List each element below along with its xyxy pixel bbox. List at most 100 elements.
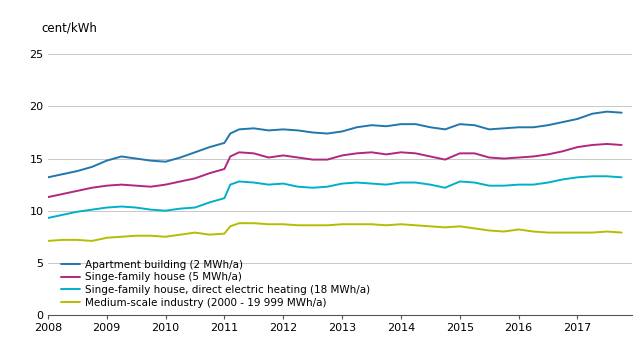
Medium-scale industry (2000 - 19 999 MWh/a) <box>294 223 302 227</box>
Apartment building (2 MWh/a) <box>147 159 154 163</box>
Apartment building (2 MWh/a) <box>161 160 169 164</box>
Singe-family house, direct electric heating (18 MWh/a) <box>456 179 464 184</box>
Singe-family house, direct electric heating (18 MWh/a) <box>441 186 449 190</box>
Singe-family house (5 MWh/a) <box>427 154 434 159</box>
Medium-scale industry (2000 - 19 999 MWh/a) <box>265 222 272 226</box>
Apartment building (2 MWh/a) <box>515 125 523 130</box>
Line: Medium-scale industry (2000 - 19 999 MWh/a): Medium-scale industry (2000 - 19 999 MWh… <box>48 223 621 241</box>
Singe-family house, direct electric heating (18 MWh/a) <box>44 216 52 220</box>
Medium-scale industry (2000 - 19 999 MWh/a) <box>147 233 154 238</box>
Apartment building (2 MWh/a) <box>226 131 234 136</box>
Apartment building (2 MWh/a) <box>44 175 52 180</box>
Singe-family house (5 MWh/a) <box>412 151 419 156</box>
Singe-family house, direct electric heating (18 MWh/a) <box>132 205 140 210</box>
Medium-scale industry (2000 - 19 999 MWh/a) <box>103 236 110 240</box>
Apartment building (2 MWh/a) <box>618 110 625 115</box>
Singe-family house, direct electric heating (18 MWh/a) <box>294 185 302 189</box>
Singe-family house (5 MWh/a) <box>235 150 243 155</box>
Singe-family house, direct electric heating (18 MWh/a) <box>191 205 199 210</box>
Apartment building (2 MWh/a) <box>427 125 434 130</box>
Apartment building (2 MWh/a) <box>530 125 537 130</box>
Apartment building (2 MWh/a) <box>559 120 567 124</box>
Medium-scale industry (2000 - 19 999 MWh/a) <box>382 223 390 227</box>
Apartment building (2 MWh/a) <box>191 150 199 155</box>
Singe-family house, direct electric heating (18 MWh/a) <box>338 181 346 186</box>
Medium-scale industry (2000 - 19 999 MWh/a) <box>441 225 449 230</box>
Singe-family house, direct electric heating (18 MWh/a) <box>397 180 404 185</box>
Apartment building (2 MWh/a) <box>59 172 66 176</box>
Apartment building (2 MWh/a) <box>441 127 449 131</box>
Medium-scale industry (2000 - 19 999 MWh/a) <box>588 230 596 235</box>
Singe-family house, direct electric heating (18 MWh/a) <box>265 182 272 187</box>
Singe-family house, direct electric heating (18 MWh/a) <box>588 174 596 178</box>
Singe-family house (5 MWh/a) <box>559 149 567 153</box>
Singe-family house (5 MWh/a) <box>486 155 493 160</box>
Singe-family house, direct electric heating (18 MWh/a) <box>412 180 419 185</box>
Singe-family house, direct electric heating (18 MWh/a) <box>574 175 581 180</box>
Apartment building (2 MWh/a) <box>250 126 258 130</box>
Apartment building (2 MWh/a) <box>206 145 214 149</box>
Apartment building (2 MWh/a) <box>294 128 302 132</box>
Apartment building (2 MWh/a) <box>412 122 419 126</box>
Singe-family house, direct electric heating (18 MWh/a) <box>206 200 214 205</box>
Apartment building (2 MWh/a) <box>221 141 228 145</box>
Singe-family house, direct electric heating (18 MWh/a) <box>544 180 552 185</box>
Singe-family house, direct electric heating (18 MWh/a) <box>367 181 375 186</box>
Medium-scale industry (2000 - 19 999 MWh/a) <box>309 223 316 227</box>
Apartment building (2 MWh/a) <box>103 159 110 163</box>
Singe-family house, direct electric heating (18 MWh/a) <box>500 184 508 188</box>
Apartment building (2 MWh/a) <box>73 169 81 173</box>
Singe-family house (5 MWh/a) <box>397 150 404 155</box>
Singe-family house (5 MWh/a) <box>103 184 110 188</box>
Singe-family house, direct electric heating (18 MWh/a) <box>250 180 258 185</box>
Medium-scale industry (2000 - 19 999 MWh/a) <box>235 221 243 226</box>
Medium-scale industry (2000 - 19 999 MWh/a) <box>59 238 66 242</box>
Medium-scale industry (2000 - 19 999 MWh/a) <box>88 239 96 243</box>
Apartment building (2 MWh/a) <box>323 131 331 136</box>
Medium-scale industry (2000 - 19 999 MWh/a) <box>618 230 625 235</box>
Medium-scale industry (2000 - 19 999 MWh/a) <box>177 232 184 237</box>
Legend: Apartment building (2 MWh/a), Singe-family house (5 MWh/a), Singe-family house, : Apartment building (2 MWh/a), Singe-fami… <box>59 258 372 310</box>
Singe-family house, direct electric heating (18 MWh/a) <box>618 175 625 180</box>
Medium-scale industry (2000 - 19 999 MWh/a) <box>367 222 375 226</box>
Singe-family house (5 MWh/a) <box>471 151 478 156</box>
Medium-scale industry (2000 - 19 999 MWh/a) <box>574 230 581 235</box>
Singe-family house, direct electric heating (18 MWh/a) <box>559 177 567 182</box>
Medium-scale industry (2000 - 19 999 MWh/a) <box>117 235 125 239</box>
Medium-scale industry (2000 - 19 999 MWh/a) <box>161 235 169 239</box>
Singe-family house (5 MWh/a) <box>456 151 464 156</box>
Apartment building (2 MWh/a) <box>603 109 611 114</box>
Line: Apartment building (2 MWh/a): Apartment building (2 MWh/a) <box>48 111 621 177</box>
Singe-family house, direct electric heating (18 MWh/a) <box>59 213 66 217</box>
Medium-scale industry (2000 - 19 999 MWh/a) <box>486 228 493 233</box>
Singe-family house, direct electric heating (18 MWh/a) <box>73 210 81 214</box>
Medium-scale industry (2000 - 19 999 MWh/a) <box>515 227 523 232</box>
Medium-scale industry (2000 - 19 999 MWh/a) <box>500 230 508 234</box>
Singe-family house, direct electric heating (18 MWh/a) <box>515 182 523 187</box>
Singe-family house (5 MWh/a) <box>500 156 508 161</box>
Singe-family house, direct electric heating (18 MWh/a) <box>486 184 493 188</box>
Singe-family house (5 MWh/a) <box>441 157 449 162</box>
Singe-family house (5 MWh/a) <box>338 153 346 157</box>
Singe-family house, direct electric heating (18 MWh/a) <box>103 205 110 210</box>
Medium-scale industry (2000 - 19 999 MWh/a) <box>353 222 360 226</box>
Singe-family house (5 MWh/a) <box>309 157 316 162</box>
Medium-scale industry (2000 - 19 999 MWh/a) <box>412 223 419 227</box>
Singe-family house (5 MWh/a) <box>265 155 272 160</box>
Medium-scale industry (2000 - 19 999 MWh/a) <box>427 224 434 228</box>
Apartment building (2 MWh/a) <box>471 123 478 127</box>
Singe-family house, direct electric heating (18 MWh/a) <box>323 185 331 189</box>
Medium-scale industry (2000 - 19 999 MWh/a) <box>73 238 81 242</box>
Apartment building (2 MWh/a) <box>117 154 125 159</box>
Singe-family house, direct electric heating (18 MWh/a) <box>117 204 125 209</box>
Medium-scale industry (2000 - 19 999 MWh/a) <box>544 230 552 235</box>
Line: Singe-family house (5 MWh/a): Singe-family house (5 MWh/a) <box>48 144 621 197</box>
Singe-family house (5 MWh/a) <box>618 143 625 147</box>
Medium-scale industry (2000 - 19 999 MWh/a) <box>206 232 214 237</box>
Singe-family house, direct electric heating (18 MWh/a) <box>88 207 96 212</box>
Singe-family house, direct electric heating (18 MWh/a) <box>309 186 316 190</box>
Medium-scale industry (2000 - 19 999 MWh/a) <box>397 222 404 226</box>
Medium-scale industry (2000 - 19 999 MWh/a) <box>471 226 478 231</box>
Medium-scale industry (2000 - 19 999 MWh/a) <box>132 233 140 238</box>
Singe-family house, direct electric heating (18 MWh/a) <box>471 180 478 185</box>
